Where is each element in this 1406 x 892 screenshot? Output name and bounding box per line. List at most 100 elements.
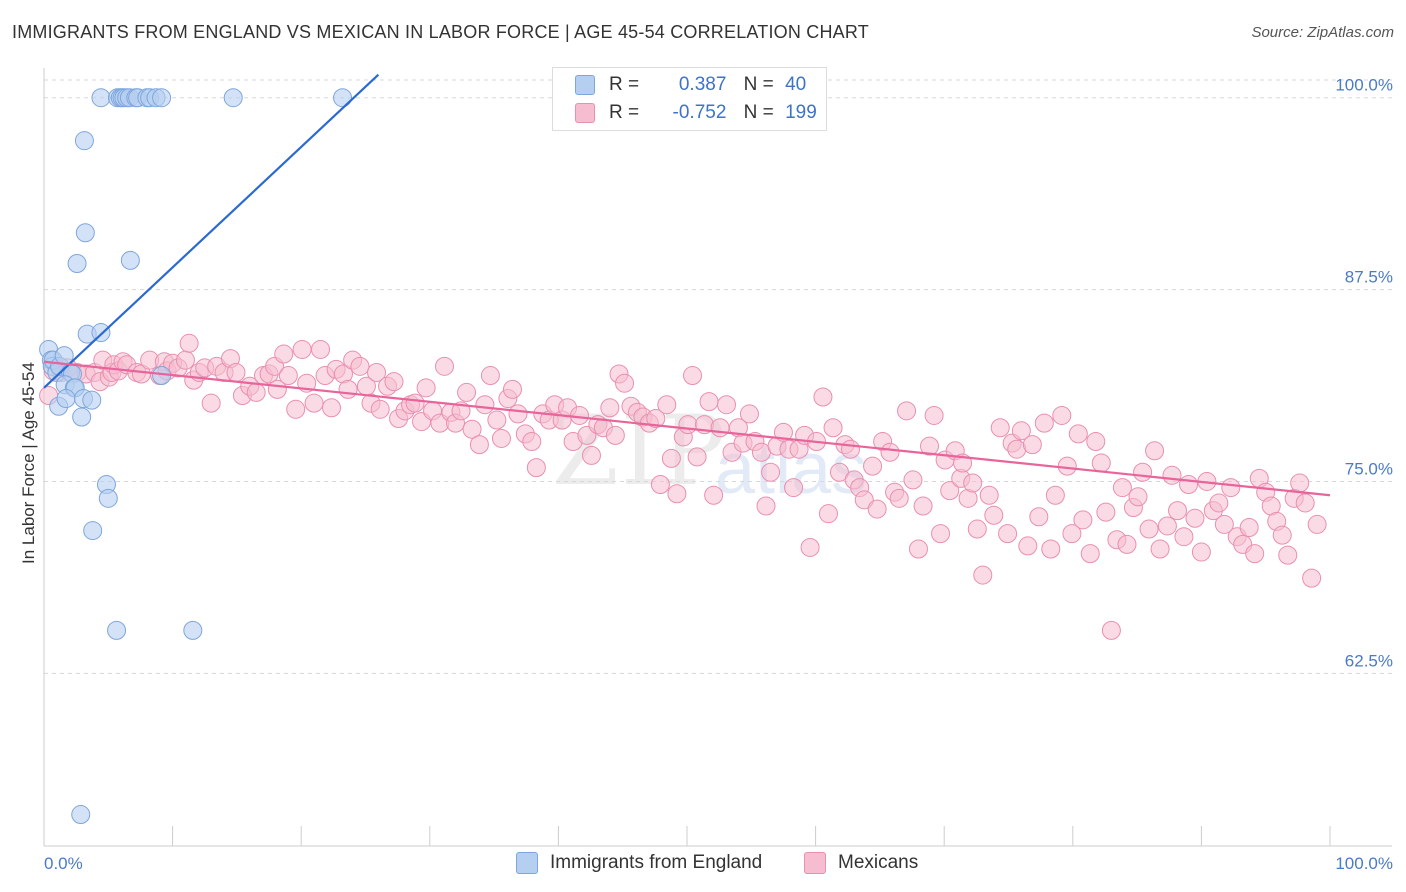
england-r-value: 0.387 (678, 74, 727, 95)
mexicans-point (522, 432, 542, 452)
mexicans-point (1209, 493, 1229, 513)
mexicans-point (716, 395, 736, 415)
mexicans-point (370, 399, 390, 419)
mexicans-point (931, 524, 951, 544)
chart-title: IMMIGRANTS FROM ENGLAND VS MEXICAN IN LA… (12, 22, 869, 42)
mexicans-point (416, 378, 436, 398)
mexicans-point (1045, 485, 1065, 505)
r-label: R = (609, 102, 640, 123)
mexicans-point (526, 458, 546, 478)
y-tick-label: 100.0% (1335, 76, 1393, 95)
mexicans-point (841, 439, 861, 459)
mexicans-point (924, 405, 944, 425)
n-label: N = (743, 102, 774, 123)
england-point (98, 488, 118, 508)
mexicans-point (1157, 516, 1177, 536)
mexicans-point (384, 372, 404, 392)
mexicans-legend-label: Mexicans (838, 852, 919, 874)
mexicans-point (913, 496, 933, 516)
mexicans-point (1068, 424, 1088, 444)
x-tick-label: 0.0% (44, 854, 83, 873)
england-point (56, 389, 76, 409)
mexicans-point (784, 478, 804, 498)
mexicans-point (1073, 510, 1093, 530)
mexicans-point (650, 475, 670, 495)
mexicans-point (1117, 534, 1137, 554)
england-legend-swatch (516, 852, 538, 874)
mexicans-point (480, 366, 500, 386)
mexicans-point (1096, 502, 1116, 522)
mexicans-point (1034, 413, 1054, 433)
mexicans-point (615, 373, 635, 393)
trend-lines (43, 73, 1331, 497)
england-swatch (575, 74, 595, 95)
r-label: R = (609, 74, 640, 95)
mexicans-r-value: -0.752 (672, 102, 727, 123)
england-point (152, 88, 172, 108)
england-point (223, 88, 243, 108)
mexicans-point (1302, 568, 1322, 588)
mexicans-point (661, 448, 681, 468)
england-point (333, 88, 353, 108)
mexicans-point (1272, 525, 1292, 545)
mexicans-point (600, 398, 620, 418)
correlation-legend: R = 0.387 N = 40 R = -0.752 N = 199 (552, 67, 827, 131)
legend-row-england: R = 0.387 N = 40 (575, 74, 806, 98)
mexicans-point (1041, 539, 1061, 559)
source-credit: Source: ZipAtlas.com (1251, 24, 1394, 41)
mexicans-point (322, 398, 342, 418)
mexicans-point (1295, 493, 1315, 513)
mexicans-point (903, 470, 923, 490)
mexicans-point (1179, 475, 1199, 495)
mexicans-point (854, 490, 874, 510)
mexicans-point (1145, 441, 1165, 461)
mexicans-point (920, 436, 940, 456)
mexicans-point (1133, 462, 1153, 482)
mexicans-point (687, 447, 707, 467)
x-tick-label: 100.0% (1335, 854, 1393, 873)
mexicans-point (605, 425, 625, 445)
mexicans-point (979, 485, 999, 505)
mexicans-point (667, 484, 687, 504)
england-n-value: 40 (785, 74, 807, 95)
mexicans-point (889, 488, 909, 508)
mexicans-point (940, 481, 960, 501)
mexicans-point (491, 428, 511, 448)
mexicans-point (761, 462, 781, 482)
mexicans-point (704, 485, 724, 505)
england-point (82, 390, 102, 410)
mexicans-point (1101, 620, 1121, 640)
mexicans-point (813, 387, 833, 407)
mexicans-point (1278, 545, 1298, 565)
mexicans-point (304, 393, 324, 413)
mexicans-point (405, 393, 425, 413)
mexicans-point (710, 418, 730, 438)
mexicans-point (278, 366, 298, 386)
mexicans-point (867, 499, 887, 519)
mexicans-point (581, 445, 601, 465)
mexicans-point (292, 339, 312, 359)
mexicans-point (1139, 519, 1159, 539)
mexicans-point (1080, 544, 1100, 564)
england-point (72, 407, 92, 427)
mexicans-point (863, 456, 883, 476)
tick-labels: 62.5% 75.0% 87.5% 100.0% 0.0% 100.0% In Labor … (19, 76, 1393, 873)
mexicans-point (457, 382, 477, 402)
mexicans-point (1290, 473, 1310, 493)
england-point (74, 131, 94, 151)
england-point (71, 805, 91, 825)
mexicans-point (984, 505, 1004, 525)
mexicans-point (998, 524, 1018, 544)
mexicans-point (462, 419, 482, 439)
mexicans-legend-swatch (804, 852, 826, 874)
axes (43, 68, 1392, 847)
mexicans-point (175, 350, 195, 370)
england-point (67, 253, 87, 273)
mexicans-point (1174, 527, 1194, 547)
mexicans-point (829, 462, 849, 482)
mexicans-points (39, 333, 1327, 640)
mexicans-point (973, 565, 993, 585)
mexicans-point (310, 339, 330, 359)
y-tick-label: 87.5% (1345, 268, 1393, 287)
mexicans-point (434, 356, 454, 376)
